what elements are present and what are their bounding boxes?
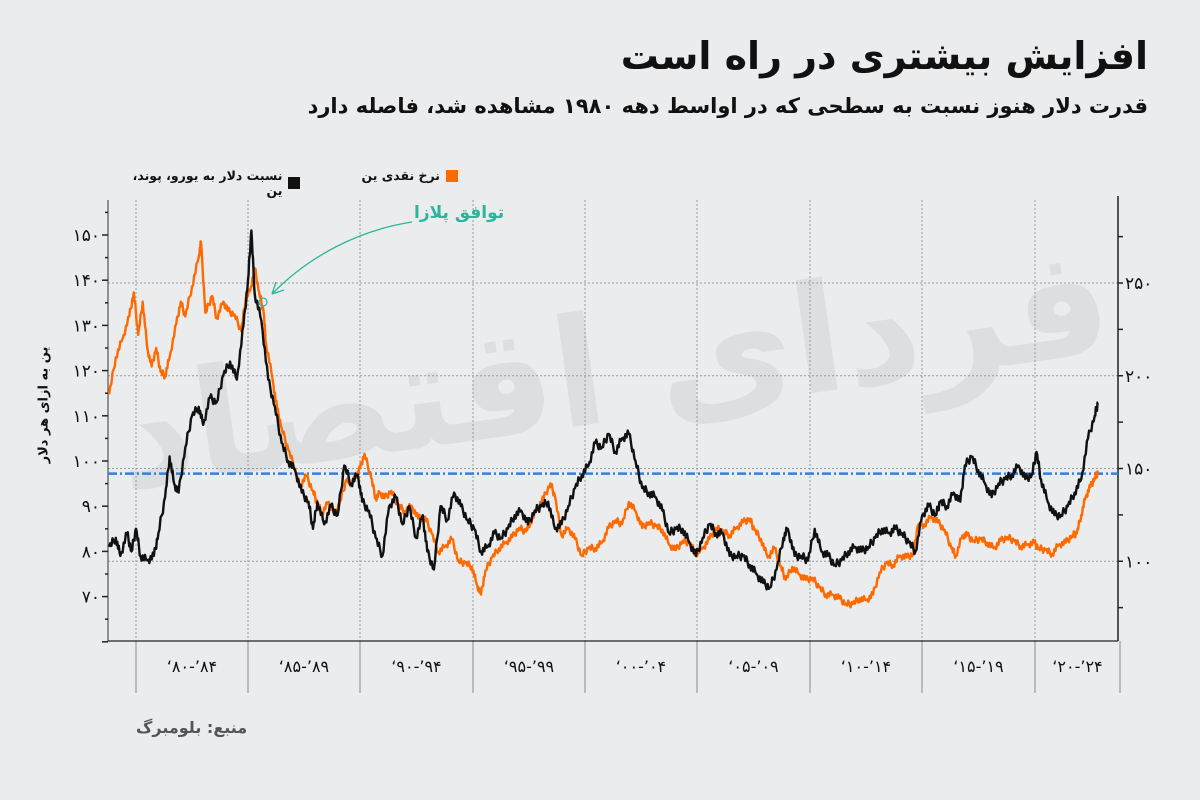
x-tick-label: ‘۰۵-’۰۹ — [728, 657, 778, 676]
watermark-text: فردای اقتصاد — [105, 214, 1121, 527]
x-tick-label: ‘۹۵-’۹۹ — [504, 657, 554, 676]
y-left-tick-label: ۱۱۰ — [73, 407, 100, 427]
x-tick-label: ‘۰۰-’۰۴ — [616, 657, 666, 676]
plaza-accord-annotation — [258, 221, 413, 307]
y-right-tick-label: ۲۵۰ — [1125, 274, 1152, 294]
series-yen-rate — [107, 240, 1100, 609]
x-tick-label: ‘۸۵-’۸۹ — [279, 657, 329, 676]
x-tick-label: ‘۸۰-’۸۴ — [167, 657, 217, 676]
chart-subtitle: قدرت دلار هنوز نسبت به سطحی که در اواسط … — [307, 94, 1148, 118]
arrowhead-icon — [271, 281, 285, 295]
legend-label-yen: نرخ نقدی ین — [361, 168, 441, 183]
annotation-plaza-accord: توافق پلازا — [414, 203, 505, 223]
watermark: فردای اقتصاد — [105, 214, 1121, 527]
chart-legend: نرخ نقدی ین نسبت دلار به یورو، پوند، ین — [118, 168, 458, 198]
data-series — [107, 229, 1100, 609]
legend-item-dollar-index: نسبت دلار به یورو، پوند، ین — [118, 168, 300, 198]
y-left-tick-label: ۷۰ — [82, 588, 100, 608]
chart-title: افزایش بیشتری در راه است — [620, 34, 1149, 78]
x-tick-label: ‘۲۰-’۲۴ — [1052, 657, 1102, 676]
y-left-tick-label: ۱۲۰ — [73, 362, 100, 382]
y-left-tick-label: ۱۵۰ — [73, 226, 100, 246]
legend-label-index: نسبت دلار به یورو، پوند، ین — [132, 168, 283, 198]
x-tick-label: ‘۱۰-’۱۴ — [841, 657, 891, 676]
source-note: منبع: بلومبرگ — [136, 718, 248, 737]
annotation-marker-icon — [258, 297, 268, 307]
legend-item-yen: نرخ نقدی ین — [361, 168, 458, 183]
legend-swatch-yen-icon — [446, 169, 458, 182]
legend-swatch-index-icon — [288, 177, 300, 189]
grid-lines — [108, 200, 1118, 641]
y-left-tick-label: ۱۴۰ — [73, 271, 100, 291]
y-left-tick-label: ۸۰ — [82, 542, 100, 562]
y-left-tick-label: ۹۰ — [82, 497, 100, 517]
y-right-tick-label: ۱۵۰ — [1125, 460, 1152, 480]
axes: ‘۸۰-’۸۴ ‘۸۵-’۸۹ ‘۹۰-’۹۴ ‘۹۵-’۹۹ ‘۰۰-’۰۴ ‘۰۵-’… — [73, 196, 1152, 693]
y-left-tick-label: ۱۳۰ — [73, 316, 100, 336]
x-tick-label: ‘۹۰-’۹۴ — [391, 657, 441, 676]
x-tick-label: ‘۱۵-’۱۹ — [953, 657, 1003, 676]
annotation-arrow — [271, 221, 413, 295]
series-dollar-index — [107, 229, 1099, 591]
y-right-tick-label: ۲۰۰ — [1125, 367, 1152, 387]
y-left-tick-label: ۱۰۰ — [73, 452, 100, 472]
y-right-tick-label: ۱۰۰ — [1125, 552, 1152, 572]
